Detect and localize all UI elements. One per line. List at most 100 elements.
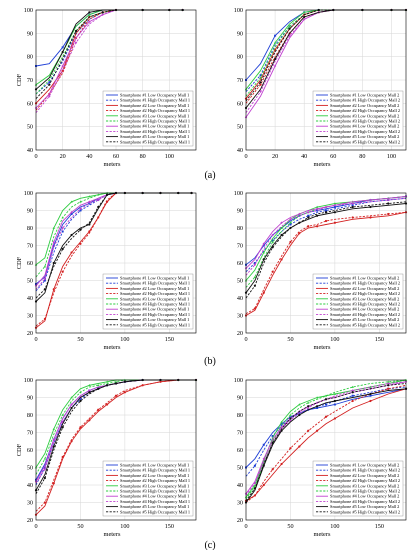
data-point <box>97 383 100 387</box>
data-point <box>79 398 82 401</box>
data-point <box>97 408 100 411</box>
chart-panel-b-left: 0 50 100 1502030405060708090100metersCDFSma… <box>16 190 197 351</box>
data-point <box>316 214 319 217</box>
data-point <box>52 438 55 441</box>
y-tick-label: 30 <box>27 313 33 320</box>
data-point <box>369 205 372 209</box>
data-point <box>333 221 336 224</box>
chart-panel-c-right: 0 50 100 1502030405060708090100metersSmartp… <box>234 377 408 538</box>
series-line <box>35 192 192 278</box>
data-point <box>387 382 390 385</box>
legend-entry: Smartphone #3 Low Occupancy Mall 1 <box>120 483 189 488</box>
data-point <box>262 251 265 254</box>
y-tick-label: 40 <box>237 482 243 489</box>
data-point <box>307 210 310 214</box>
data-point <box>307 406 310 410</box>
data-point <box>351 389 354 392</box>
legend-entry: Smartphone #2 High Occupancy Mall 2 <box>330 478 400 483</box>
data-point <box>43 279 46 282</box>
legend: Smartphone #1 Low Occupancy Mall 2Smartp… <box>312 460 404 517</box>
y-tick-label: 70 <box>237 77 243 84</box>
legend-entry: Smartphone #5 Low Occupancy Mall 1 <box>120 317 189 322</box>
data-point <box>271 239 274 242</box>
x-tick-label: 20 <box>60 153 66 160</box>
data-point <box>70 200 73 203</box>
legend-entry: Smartphone #1 High Occupancy Mall 2 <box>330 98 400 103</box>
data-point <box>88 202 91 205</box>
series-line <box>35 379 196 512</box>
data-point <box>369 399 372 403</box>
data-point <box>123 391 126 394</box>
legend-entry: Smartphone #2 High Occupancy Mall 1 <box>120 108 190 113</box>
data-point <box>271 233 274 237</box>
legend-entry: Smartphone #3 High Occupancy Mall 1 <box>120 302 190 307</box>
x-tick-label: 80 <box>359 153 365 160</box>
data-point <box>48 78 51 81</box>
data-point <box>70 403 73 406</box>
series-line <box>35 192 192 292</box>
data-point <box>70 406 73 410</box>
legend-entry: Smartphone #2 High Occupancy Mall 1 <box>120 291 190 296</box>
data-point <box>262 443 265 446</box>
series-line <box>35 9 183 86</box>
data-point <box>324 211 328 214</box>
data-point <box>274 34 277 37</box>
legend-entry: Smartphone #3 High Occupancy Mall 2 <box>330 302 400 307</box>
data-point <box>88 195 91 198</box>
x-tick-label: 100 <box>165 153 174 160</box>
plot-frame <box>245 9 407 151</box>
data-point <box>315 207 319 211</box>
data-point <box>271 468 274 471</box>
plot-frame <box>35 379 197 521</box>
legend-entry: Smartphone #1 Low Occupancy Mall 2 <box>330 93 399 98</box>
data-point <box>351 204 354 207</box>
legend-entry: Smartphone #3 Low Occupancy Mall 1 <box>120 113 189 118</box>
y-tick-label: 50 <box>27 124 33 131</box>
data-point <box>387 387 390 390</box>
y-tick-label: 100 <box>234 7 243 14</box>
data-point <box>351 385 354 388</box>
data-point <box>288 27 291 30</box>
legend-entry: Smartphone #4 Low Occupancy Mall 1 <box>120 307 189 312</box>
legend-entry: Smartphone #2 Low Occupancy Mall 2 <box>330 286 399 291</box>
data-point <box>280 233 283 237</box>
data-point <box>88 223 91 226</box>
data-point <box>316 209 319 212</box>
data-point <box>307 225 310 228</box>
x-tick-label: 60 <box>330 153 336 160</box>
data-point <box>333 211 336 214</box>
y-axis-label: CDF <box>16 256 23 269</box>
data-point <box>288 25 291 28</box>
data-point <box>280 420 283 423</box>
data-point <box>387 198 390 202</box>
legend-entry: Smartphone #2 Low Occupancy Mall 2 <box>330 473 399 478</box>
data-point <box>324 398 328 401</box>
legend-entry: Smartphone #5 Low Occupancy Mall 1 <box>120 134 189 139</box>
y-tick-label: 40 <box>27 482 33 489</box>
legend-entry: Smartphone #1 High Occupancy Mall 2 <box>330 281 400 286</box>
y-tick-label: 30 <box>237 500 243 507</box>
y-tick-label: 90 <box>27 395 33 402</box>
data-point <box>307 401 310 404</box>
legend-entry: Smartphone #4 Low Occupancy Mall 1 <box>120 124 189 129</box>
data-point <box>289 418 292 422</box>
data-point <box>253 464 256 467</box>
legend: Smartphone #1 Low Occupancy Mall 1Smartp… <box>102 460 194 517</box>
data-point <box>333 417 336 420</box>
x-tick-label: 60 <box>113 153 119 160</box>
chart-panel-c-left: 0 50 100 1502030405060708090100metersCDFSma… <box>16 377 198 538</box>
data-point <box>97 193 100 196</box>
series-line <box>35 192 192 287</box>
data-point <box>262 483 265 487</box>
legend-entry: Smartphone #3 Low Occupancy Mall 1 <box>120 296 189 301</box>
panel-caption: (b) <box>204 356 216 367</box>
legend: Smartphone #1 Low Occupancy Mall 1Smartp… <box>102 90 194 147</box>
series-line <box>35 9 183 95</box>
x-tick-label: 50 <box>77 336 83 343</box>
data-point <box>315 396 319 399</box>
legend-entry: Smartphone #1 High Occupancy Mall 1 <box>120 281 190 286</box>
data-point <box>88 20 91 23</box>
x-tick-label: 0 <box>34 153 37 160</box>
y-tick-label: 100 <box>234 377 243 384</box>
legend-entry: Smartphone #4 High Occupancy Mall 2 <box>330 499 400 504</box>
